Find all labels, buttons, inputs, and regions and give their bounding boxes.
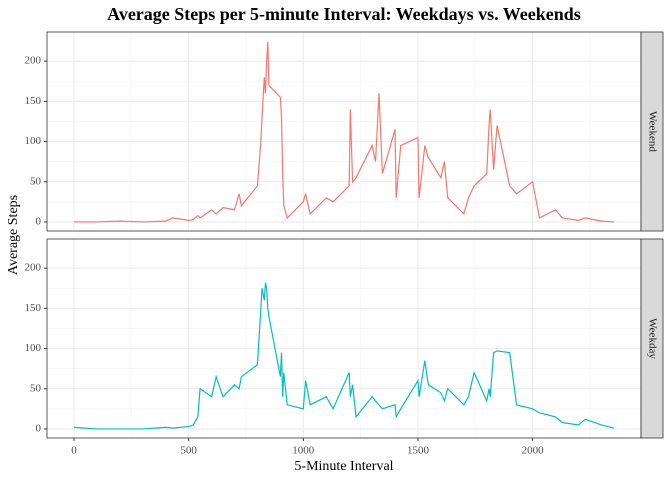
y-tick-label: 50 (30, 382, 42, 394)
series-line (74, 41, 615, 223)
x-tick-label: 1500 (407, 445, 430, 457)
strip-label: Weekday (646, 318, 658, 359)
y-tick-label: 150 (25, 302, 42, 314)
chart-title: Average Steps per 5-minute Interval: Wee… (107, 4, 581, 24)
y-tick-label: 200 (25, 55, 42, 67)
panel-background (47, 32, 641, 231)
strip (640, 238, 664, 439)
panel-background (47, 239, 641, 438)
y-tick-label: 100 (25, 342, 42, 354)
y-tick-label: 100 (25, 135, 42, 147)
y-tick-label: 50 (30, 175, 42, 187)
x-tick-label: 2000 (522, 445, 545, 457)
y-tick-label: 150 (25, 95, 42, 107)
x-tick-label: 500 (180, 445, 197, 457)
strip-label: Weekend (646, 111, 658, 152)
x-tick-label: 0 (71, 445, 77, 457)
y-tick-label: 0 (36, 215, 42, 227)
x-axis-label: 5-Minute Interval (294, 459, 393, 474)
y-axis-label: Average Steps (6, 195, 21, 275)
strip (640, 31, 664, 232)
x-tick-label: 1000 (292, 445, 315, 457)
series-line (73, 282, 615, 430)
y-tick-label: 0 (36, 422, 42, 434)
y-tick-label: 200 (25, 262, 42, 274)
